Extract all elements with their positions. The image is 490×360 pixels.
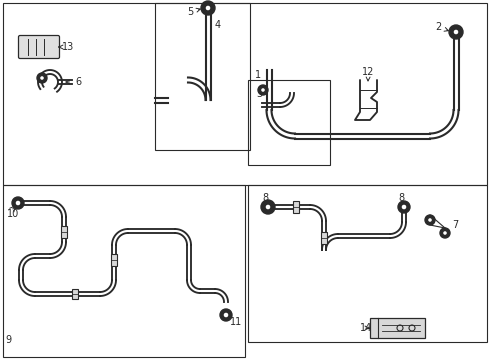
Circle shape [205,5,211,11]
Circle shape [401,204,407,210]
Circle shape [442,230,447,235]
Circle shape [15,200,21,206]
Circle shape [40,76,45,81]
Circle shape [220,309,232,321]
Circle shape [37,73,47,83]
Text: 9: 9 [5,335,11,345]
Bar [3,3,487,185]
Text: 6: 6 [66,77,81,87]
Text: 5: 5 [187,7,200,17]
FancyBboxPatch shape [19,36,59,58]
Text: 11: 11 [227,316,242,327]
Text: 12: 12 [362,67,374,81]
Text: 7: 7 [452,220,458,230]
Circle shape [265,204,271,210]
Circle shape [449,25,463,39]
Circle shape [261,87,266,93]
Text: 3: 3 [256,89,262,99]
Circle shape [453,29,459,35]
Bar [3,185,245,357]
Text: 14: 14 [360,323,372,333]
Text: 10: 10 [7,209,19,219]
Text: 8: 8 [398,193,404,206]
Circle shape [398,201,410,213]
Circle shape [12,197,24,209]
Bar [248,80,330,165]
Circle shape [201,1,215,15]
Text: 2: 2 [435,22,448,32]
Text: 8: 8 [262,193,269,206]
Circle shape [440,228,450,238]
Bar [293,201,299,213]
Bar [321,232,327,244]
Text: 13: 13 [59,42,74,52]
Bar [248,185,487,342]
Bar [370,318,425,338]
Circle shape [427,217,433,222]
Bar [61,226,67,238]
Circle shape [223,312,229,318]
Circle shape [425,215,435,225]
Bar [155,3,250,150]
Circle shape [258,85,268,95]
Text: 1: 1 [255,70,261,80]
Bar [72,289,78,299]
Circle shape [261,200,275,214]
Text: 4: 4 [215,20,221,30]
Bar [111,254,117,266]
